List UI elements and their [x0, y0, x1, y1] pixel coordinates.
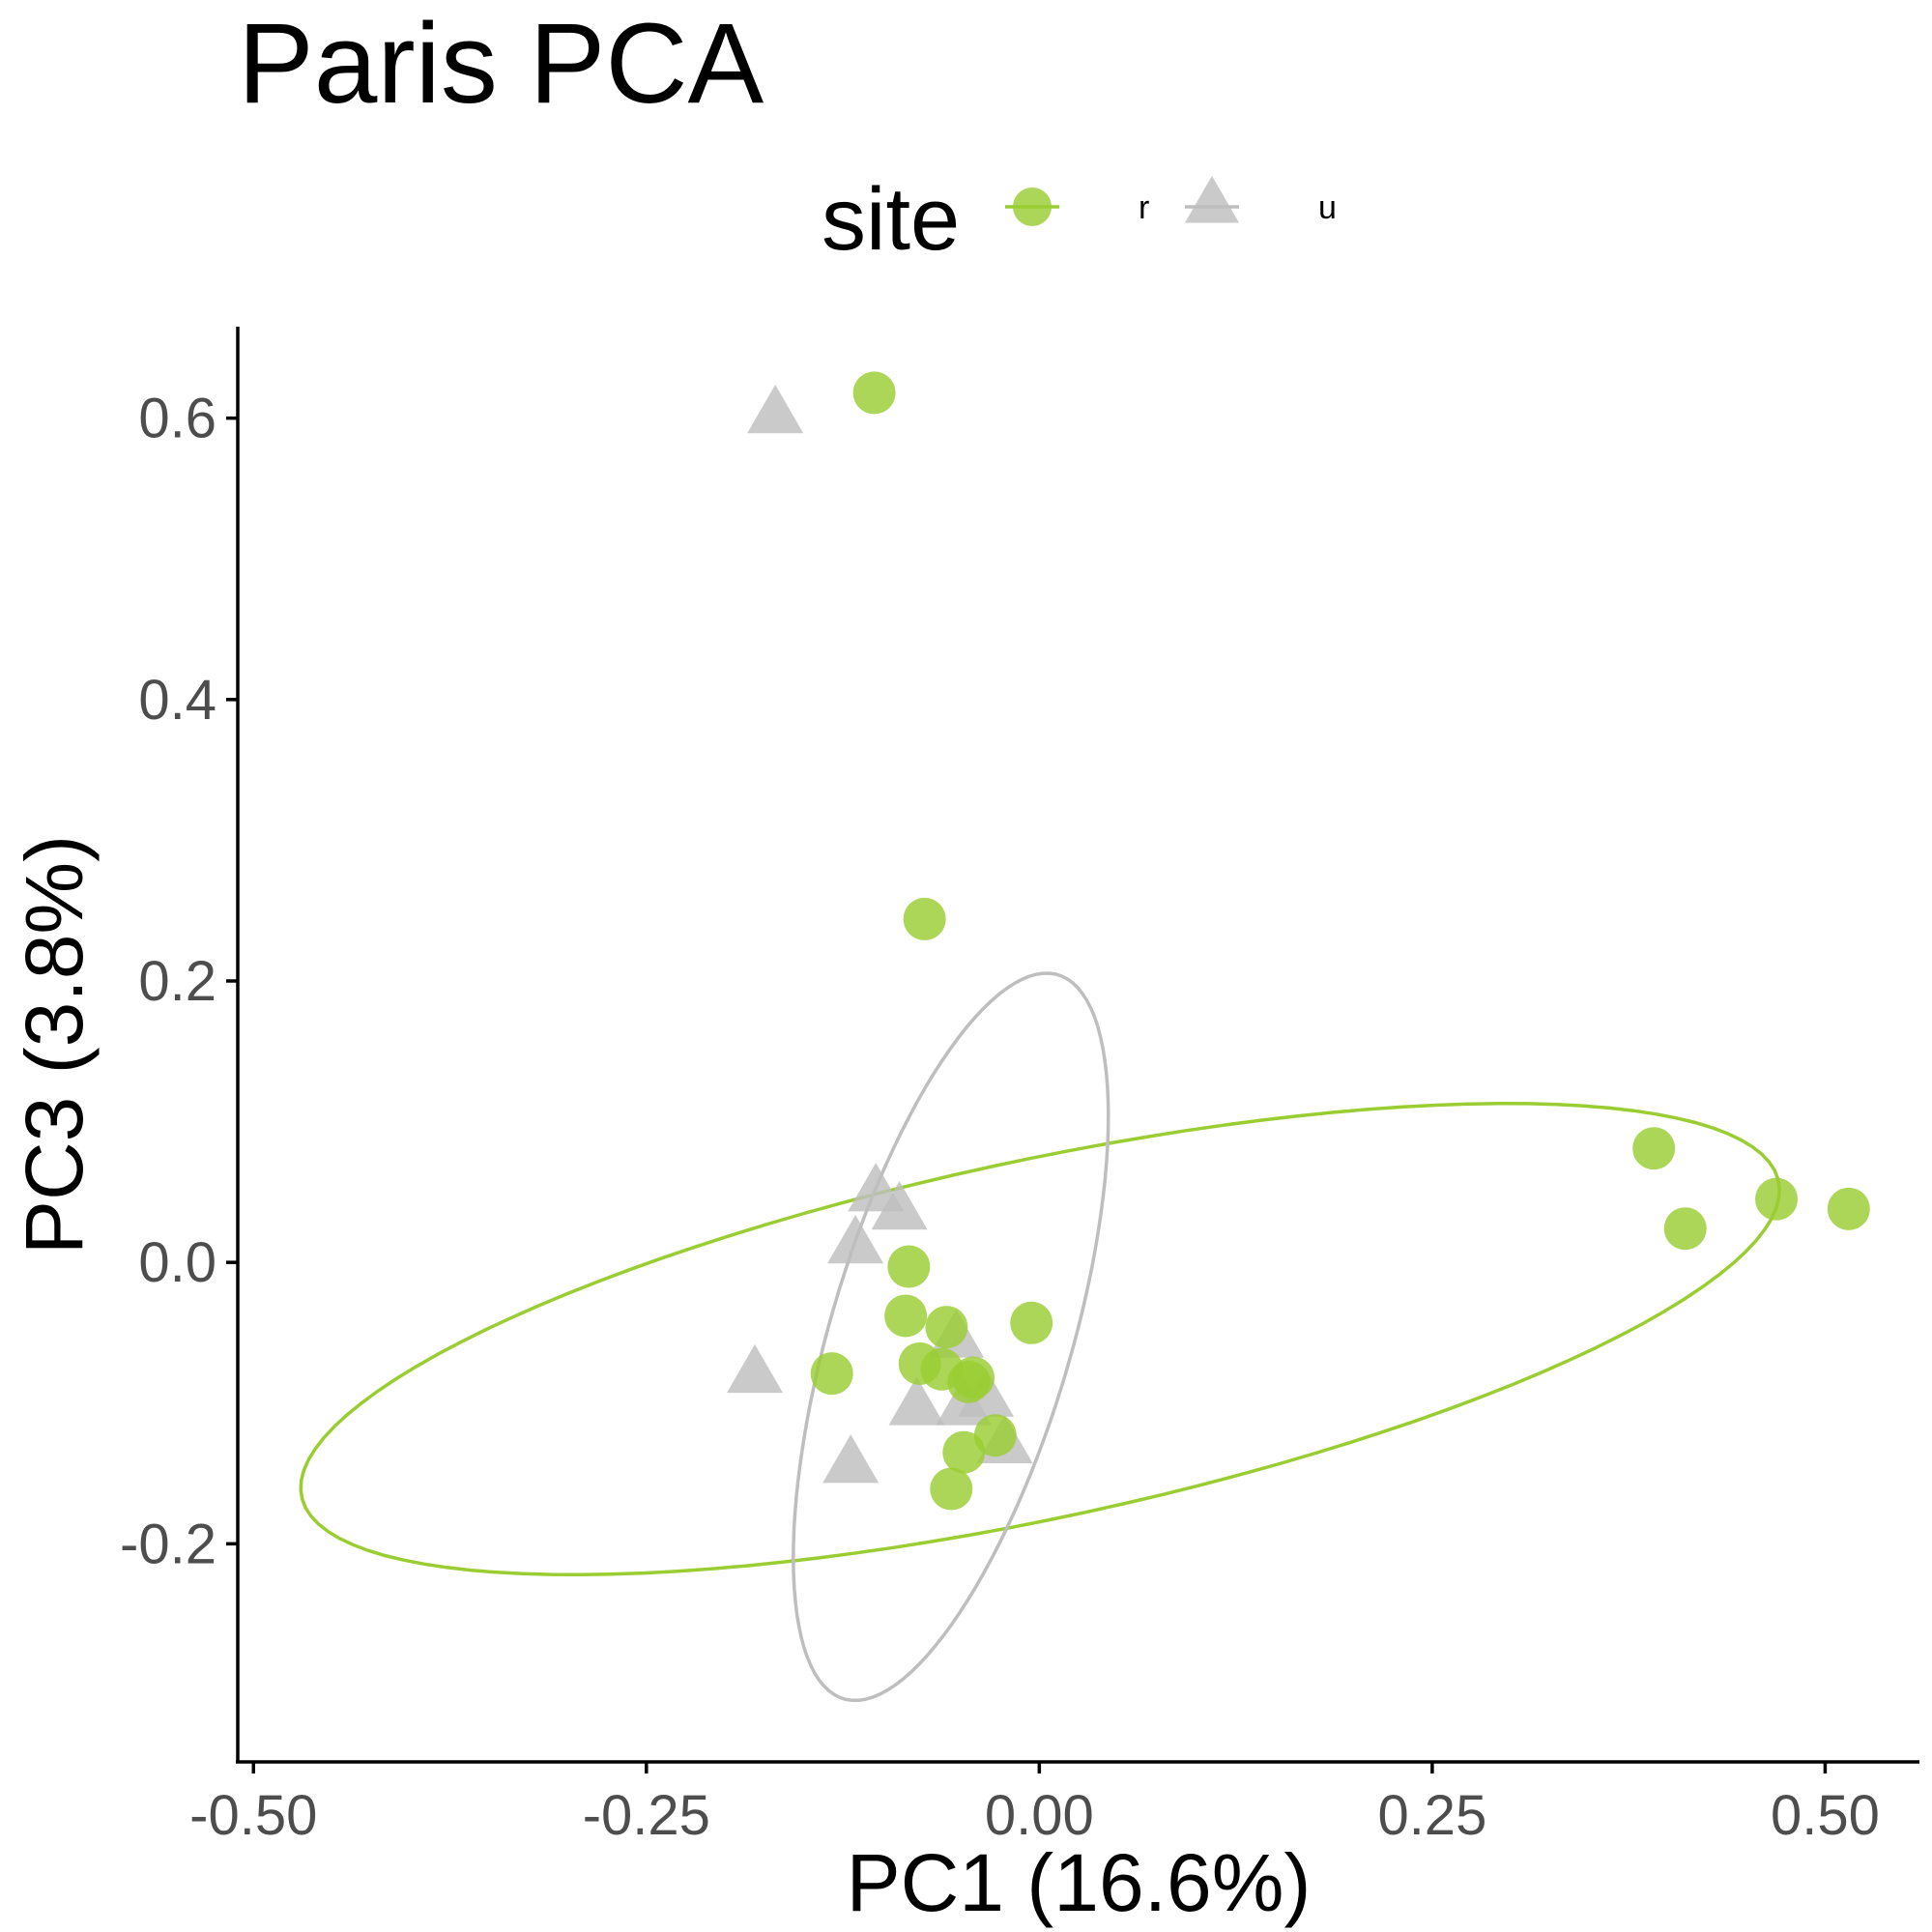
- point-r: [1827, 1187, 1870, 1230]
- x-tick-label: 0.25: [1377, 1784, 1486, 1847]
- point-u: [827, 1214, 884, 1264]
- point-r: [1632, 1127, 1676, 1170]
- point-r: [973, 1414, 1017, 1457]
- point-u: [822, 1434, 879, 1484]
- ellipse-u: [792, 971, 1110, 1703]
- y-axis-title: PC3 (3.8%): [9, 835, 100, 1254]
- point-r: [1755, 1177, 1799, 1221]
- x-tick-label: 0.00: [985, 1784, 1094, 1847]
- x-tick-label: -0.50: [189, 1784, 317, 1847]
- legend-label-r: r: [1139, 189, 1149, 226]
- y-tick-label: 0.4: [138, 669, 216, 732]
- point-r: [942, 1430, 986, 1474]
- point-r: [1663, 1207, 1707, 1251]
- point-r: [852, 371, 896, 415]
- confidence-ellipses: [299, 971, 1781, 1703]
- point-u: [727, 1343, 784, 1394]
- legend-label-u: u: [1318, 189, 1337, 226]
- point-r: [884, 1294, 928, 1338]
- data-points: [727, 371, 1870, 1511]
- y-tick-label: 0.0: [138, 1231, 216, 1294]
- legend-key-r: [1013, 187, 1052, 226]
- point-r: [903, 897, 946, 940]
- ellipse-r: [299, 1102, 1781, 1576]
- legend-key-u: [1185, 175, 1239, 223]
- x-tick-label: 0.50: [1771, 1784, 1880, 1847]
- chart-title: Paris PCA: [238, 0, 764, 128]
- point-r: [887, 1245, 931, 1288]
- point-u: [747, 385, 804, 434]
- y-tick-label: 0.2: [138, 950, 216, 1013]
- x-axis-ticks: -0.50 -0.25 0.00 0.25 0.50: [189, 1762, 1880, 1847]
- y-tick-label: -0.2: [120, 1513, 216, 1575]
- point-r: [810, 1352, 853, 1396]
- point-u: [871, 1181, 928, 1230]
- x-axis-title: PC1 (16.6%): [847, 1837, 1312, 1928]
- point-u: [888, 1376, 945, 1426]
- y-axis-ticks: -0.2 0.0 0.2 0.4 0.6: [120, 388, 238, 1575]
- point-r: [1010, 1301, 1053, 1344]
- point-r: [947, 1360, 991, 1403]
- point-r: [930, 1467, 973, 1511]
- point-r: [925, 1306, 968, 1349]
- legend-title: site: [822, 170, 960, 269]
- x-tick-label: -0.25: [583, 1784, 710, 1847]
- y-tick-label: 0.6: [138, 388, 216, 450]
